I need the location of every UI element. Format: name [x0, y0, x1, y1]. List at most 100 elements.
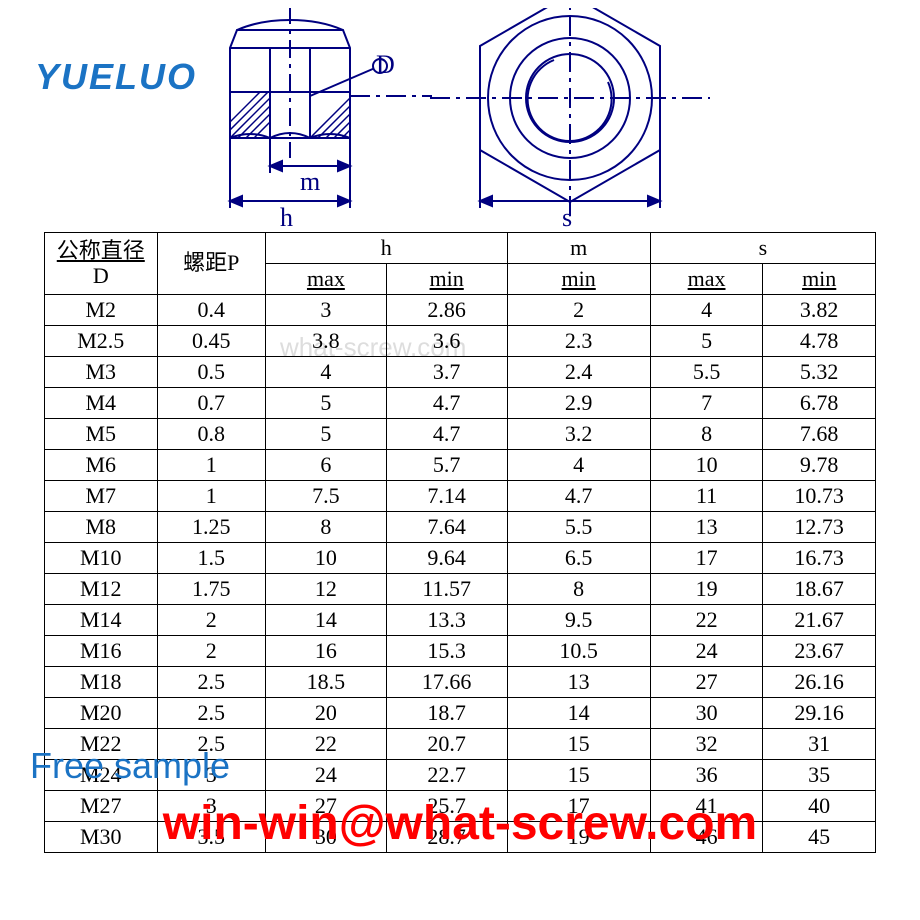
table-cell: 5	[650, 326, 763, 357]
table-cell: 24	[266, 760, 387, 791]
table-cell: 14	[507, 698, 650, 729]
table-cell: 2	[157, 605, 265, 636]
table-cell: M18	[45, 667, 158, 698]
table-row: M2.50.453.83.62.354.78	[45, 326, 876, 357]
table-cell: M12	[45, 574, 158, 605]
table-cell: 17	[650, 543, 763, 574]
table-cell: M10	[45, 543, 158, 574]
table-cell: 4.7	[507, 481, 650, 512]
table-cell: 2.9	[507, 388, 650, 419]
table-cell: 19	[507, 822, 650, 853]
table-cell: 6.5	[507, 543, 650, 574]
table-row: M6165.74109.78	[45, 450, 876, 481]
header-h-min: min	[386, 264, 507, 295]
table-cell: 2.4	[507, 357, 650, 388]
table-cell: 18.5	[266, 667, 387, 698]
header-s: s	[650, 233, 875, 264]
table-cell: 10	[650, 450, 763, 481]
table-cell: 0.4	[157, 295, 265, 326]
table-cell: 8	[507, 574, 650, 605]
table-cell: M2.5	[45, 326, 158, 357]
table-cell: 7.68	[763, 419, 876, 450]
table-cell: 45	[763, 822, 876, 853]
table-row: M2732725.7174140	[45, 791, 876, 822]
nut-diagram: D m h	[200, 8, 740, 233]
table-cell: 2	[157, 636, 265, 667]
table-cell: 2.3	[507, 326, 650, 357]
table-cell: M16	[45, 636, 158, 667]
table-cell: 11.57	[386, 574, 507, 605]
table-cell: 3.2	[507, 419, 650, 450]
table-cell: 13.3	[386, 605, 507, 636]
table-cell: M5	[45, 419, 158, 450]
table-cell: 21.67	[763, 605, 876, 636]
header-m: m	[507, 233, 650, 264]
table-cell: 4.7	[386, 388, 507, 419]
table-cell: 22.7	[386, 760, 507, 791]
table-cell: 29.16	[763, 698, 876, 729]
table-cell: 10.73	[763, 481, 876, 512]
table-cell: 18.67	[763, 574, 876, 605]
table-cell: 4.7	[386, 419, 507, 450]
table-cell: 3.6	[386, 326, 507, 357]
table-cell: 14	[266, 605, 387, 636]
table-cell: 35	[763, 760, 876, 791]
table-row: M40.754.72.976.78	[45, 388, 876, 419]
table-row: M202.52018.7143029.16	[45, 698, 876, 729]
table-cell: M20	[45, 698, 158, 729]
table-cell: 18.7	[386, 698, 507, 729]
free-sample-text: Free sample	[30, 745, 230, 787]
table-cell: M27	[45, 791, 158, 822]
table-cell: 3	[266, 295, 387, 326]
table-cell: 30	[650, 698, 763, 729]
table-cell: 0.5	[157, 357, 265, 388]
table-cell: 20.7	[386, 729, 507, 760]
table-cell: 3	[157, 791, 265, 822]
table-cell: 15	[507, 760, 650, 791]
table-cell: 15.3	[386, 636, 507, 667]
table-cell: 16	[266, 636, 387, 667]
header-h: h	[266, 233, 508, 264]
table-cell: 3.8	[266, 326, 387, 357]
table-cell: 25.7	[386, 791, 507, 822]
table-cell: 11	[650, 481, 763, 512]
table-cell: M3	[45, 357, 158, 388]
table-cell: 41	[650, 791, 763, 822]
table-cell: 15	[507, 729, 650, 760]
table-cell: 7.14	[386, 481, 507, 512]
table-cell: 6	[266, 450, 387, 481]
table-row: M81.2587.645.51312.73	[45, 512, 876, 543]
table-row: M121.751211.5781918.67	[45, 574, 876, 605]
table-cell: 2.5	[157, 667, 265, 698]
table-cell: 22	[266, 729, 387, 760]
header-D: 公称直径 D	[45, 233, 158, 295]
table-cell: 7.64	[386, 512, 507, 543]
header-s-min: min	[763, 264, 876, 295]
table-cell: 4	[507, 450, 650, 481]
table-cell: M2	[45, 295, 158, 326]
table-cell: 12	[266, 574, 387, 605]
table-cell: M8	[45, 512, 158, 543]
table-cell: 27	[266, 791, 387, 822]
table-row: M101.5109.646.51716.73	[45, 543, 876, 574]
table-cell: 22	[650, 605, 763, 636]
table-cell: 13	[650, 512, 763, 543]
table-cell: 46	[650, 822, 763, 853]
table-cell: 13	[507, 667, 650, 698]
header-h-max: max	[266, 264, 387, 295]
table-row: M1421413.39.52221.67	[45, 605, 876, 636]
table-cell: 3.7	[386, 357, 507, 388]
table-cell: 5.7	[386, 450, 507, 481]
label-D: D	[376, 50, 395, 79]
table-cell: 4	[266, 357, 387, 388]
table-cell: 1.25	[157, 512, 265, 543]
header-m-min: min	[507, 264, 650, 295]
table-cell: M4	[45, 388, 158, 419]
table-cell: 8	[650, 419, 763, 450]
table-cell: 5	[266, 388, 387, 419]
table-cell: 0.7	[157, 388, 265, 419]
table-cell: 19	[650, 574, 763, 605]
table-cell: 16.73	[763, 543, 876, 574]
table-cell: 7.5	[266, 481, 387, 512]
table-cell: 3.82	[763, 295, 876, 326]
